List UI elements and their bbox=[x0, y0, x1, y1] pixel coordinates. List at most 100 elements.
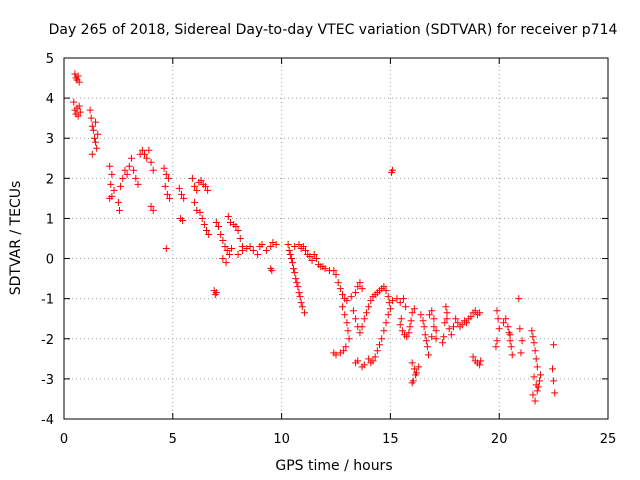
data-point bbox=[90, 134, 98, 142]
data-point bbox=[295, 241, 303, 249]
data-point bbox=[246, 243, 254, 251]
data-point bbox=[114, 198, 122, 206]
y-tick-label: -1 bbox=[41, 293, 54, 308]
data-point bbox=[291, 243, 299, 251]
data-point bbox=[396, 299, 404, 307]
data-point bbox=[396, 321, 404, 329]
data-point bbox=[358, 323, 366, 331]
data-point bbox=[117, 182, 125, 190]
y-tick-label: -2 bbox=[41, 333, 54, 348]
data-point bbox=[191, 198, 199, 206]
data-point bbox=[471, 307, 479, 315]
data-point bbox=[290, 265, 298, 273]
data-point bbox=[212, 289, 220, 297]
data-point bbox=[393, 295, 401, 303]
data-point bbox=[74, 72, 82, 80]
data-point bbox=[130, 166, 138, 174]
chart-title: Day 265 of 2018, Sidereal Day-to-day VTE… bbox=[49, 22, 618, 38]
data-point bbox=[382, 287, 390, 295]
data-point bbox=[367, 297, 375, 305]
data-point bbox=[141, 150, 149, 158]
data-point bbox=[428, 333, 436, 341]
data-point bbox=[528, 327, 536, 335]
data-point bbox=[92, 118, 100, 126]
y-tick-label: 1 bbox=[46, 212, 54, 227]
data-point bbox=[204, 186, 212, 194]
data-point bbox=[402, 303, 410, 311]
data-point bbox=[123, 170, 131, 178]
data-point bbox=[310, 251, 318, 259]
data-point bbox=[336, 285, 344, 293]
data-point bbox=[507, 343, 515, 351]
data-point bbox=[430, 315, 438, 323]
data-point bbox=[334, 279, 342, 287]
data-point bbox=[378, 335, 386, 343]
data-point bbox=[445, 325, 453, 333]
data-point bbox=[286, 251, 294, 259]
data-point bbox=[147, 158, 155, 166]
data-point bbox=[384, 311, 392, 319]
plot-frame bbox=[63, 57, 609, 420]
data-point bbox=[531, 397, 539, 405]
data-point bbox=[121, 166, 129, 174]
data-point bbox=[419, 317, 427, 325]
data-point bbox=[365, 355, 373, 363]
x-tick-label: 5 bbox=[169, 432, 177, 447]
data-point bbox=[160, 164, 168, 172]
data-point bbox=[432, 327, 440, 335]
data-point bbox=[232, 222, 240, 230]
data-point bbox=[76, 108, 84, 116]
data-point bbox=[373, 347, 381, 355]
data-point bbox=[408, 379, 416, 387]
data-point bbox=[87, 114, 95, 122]
data-point bbox=[294, 283, 302, 291]
data-point bbox=[267, 243, 275, 251]
data-point bbox=[518, 337, 526, 345]
x-tick-label: 10 bbox=[273, 432, 290, 447]
data-point bbox=[285, 247, 293, 255]
data-point bbox=[423, 343, 431, 351]
data-point bbox=[308, 257, 316, 265]
data-point bbox=[166, 194, 174, 202]
data-point bbox=[352, 359, 360, 367]
data-point bbox=[74, 112, 82, 120]
data-point bbox=[360, 315, 368, 323]
data-point bbox=[127, 154, 135, 162]
data-point bbox=[332, 271, 340, 279]
data-point bbox=[342, 343, 350, 351]
data-point bbox=[147, 202, 155, 210]
data-point bbox=[217, 230, 225, 238]
data-point bbox=[399, 295, 407, 303]
data-point bbox=[533, 387, 541, 395]
y-tick-label: 4 bbox=[46, 92, 54, 107]
data-point bbox=[238, 247, 246, 255]
data-point bbox=[201, 182, 209, 190]
data-point bbox=[354, 283, 362, 291]
data-point bbox=[443, 315, 451, 323]
data-point bbox=[92, 138, 100, 146]
data-point bbox=[362, 309, 370, 317]
data-point bbox=[347, 293, 355, 301]
data-point bbox=[249, 247, 257, 255]
data-point bbox=[515, 295, 523, 303]
data-point bbox=[234, 226, 242, 234]
data-point bbox=[297, 299, 305, 307]
data-point bbox=[452, 315, 460, 323]
data-point bbox=[295, 289, 303, 297]
data-point bbox=[454, 319, 462, 327]
data-point bbox=[299, 243, 307, 251]
y-tick-label: 0 bbox=[46, 253, 54, 268]
data-point bbox=[426, 311, 434, 319]
data-point bbox=[467, 313, 475, 321]
data-point bbox=[258, 241, 266, 249]
data-point bbox=[492, 343, 500, 351]
data-point bbox=[493, 307, 501, 315]
data-point bbox=[406, 323, 414, 331]
data-point bbox=[477, 357, 485, 365]
data-point bbox=[75, 78, 83, 86]
data-point bbox=[506, 337, 514, 345]
data-point bbox=[149, 166, 157, 174]
data-point bbox=[188, 174, 196, 182]
data-point bbox=[110, 186, 118, 194]
data-point bbox=[493, 337, 501, 345]
